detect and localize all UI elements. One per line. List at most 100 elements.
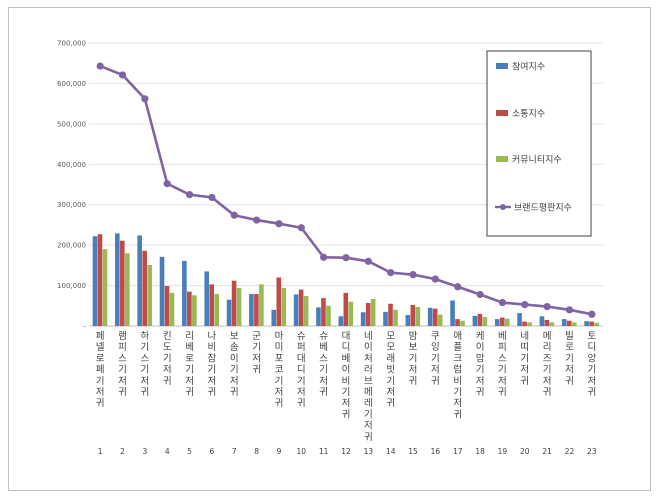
index-label-10: 10 <box>297 447 307 456</box>
legend-label-1: 참여지수 <box>512 61 545 73</box>
bar-s1-c3 <box>137 235 142 326</box>
bar-s3-c4 <box>169 292 175 326</box>
legend-label-2: 소통지수 <box>512 109 545 120</box>
line-point-19 <box>498 298 507 307</box>
bar-s2-c14 <box>388 303 393 326</box>
line-point-8 <box>253 216 261 224</box>
bar-s3-c23 <box>594 322 599 326</box>
index-label-8: 8 <box>254 447 259 456</box>
bar-s1-c13 <box>360 312 366 326</box>
chart-frame: - 100,000 200,000 300,000 400,000 500,000 600,… <box>8 7 651 491</box>
index-label-17: 17 <box>453 447 463 456</box>
bar-s1-c11 <box>316 307 321 326</box>
line-point-9 <box>275 220 283 228</box>
bar-s2-c9 <box>276 277 282 326</box>
legend-swatch-marker-4 <box>500 204 506 210</box>
gridlines <box>89 42 603 327</box>
y-tick-label-5: 500,000 <box>57 120 86 128</box>
bar-s1-c1 <box>92 236 98 326</box>
line-point-13 <box>364 257 372 265</box>
bar-s1-c15 <box>405 315 411 326</box>
y-tick-label-3: 300,000 <box>57 201 86 209</box>
bar-s1-c12 <box>338 316 344 326</box>
index-label-6: 6 <box>210 447 215 456</box>
bar-s3-c14 <box>393 309 398 326</box>
line-point-20 <box>521 300 529 309</box>
bar-s2-c2 <box>120 240 125 326</box>
bar-s1-c6 <box>204 271 210 326</box>
index-label-15: 15 <box>408 447 418 456</box>
bar-s3-c7 <box>236 287 242 326</box>
bars <box>92 233 599 326</box>
index-label-12: 12 <box>341 447 351 456</box>
bar-s2-c13 <box>365 302 371 326</box>
bar-s1-c18 <box>472 315 478 326</box>
line-point-7 <box>230 211 238 219</box>
bar-s3-c2 <box>125 253 130 326</box>
index-label-5: 5 <box>187 447 192 456</box>
bar-s3-c19 <box>504 318 510 326</box>
line-point-3 <box>141 95 149 103</box>
bar-s3-c9 <box>281 287 287 326</box>
bar-s2-c12 <box>343 292 349 326</box>
legend-swatch-3 <box>496 156 508 162</box>
line-point-16 <box>431 275 439 283</box>
legend-label-3: 커뮤니티지수 <box>512 155 562 166</box>
bar-s2-c16 <box>432 308 438 326</box>
bar-s1-c10 <box>293 294 299 326</box>
bar-s3-c15 <box>415 306 421 326</box>
bar-s1-c7 <box>226 299 232 326</box>
y-tick-label-7: 700,000 <box>57 40 86 48</box>
line-point-14 <box>387 269 395 277</box>
line-point-1 <box>96 62 104 70</box>
line-point-11 <box>320 253 328 261</box>
index-label-16: 16 <box>431 447 441 456</box>
y-tick-label-6: 600,000 <box>57 80 86 88</box>
bar-s1-c4 <box>159 256 165 326</box>
index-label-20: 20 <box>520 447 530 456</box>
index-label-2: 2 <box>120 447 125 456</box>
index-label-13: 13 <box>364 447 374 456</box>
bar-s1-c9 <box>271 309 277 326</box>
bar-s2-c3 <box>142 250 147 326</box>
bar-s3-c10 <box>303 296 309 326</box>
bar-s3-c5 <box>192 295 197 326</box>
bar-s2-c11 <box>321 298 326 326</box>
y-tick-label-0: - <box>83 323 86 331</box>
line-point-4 <box>163 180 171 188</box>
bar-s1-c2 <box>115 233 120 326</box>
bar-s3-c16 <box>437 314 443 326</box>
line-point-18 <box>476 290 484 299</box>
bar-s1-c23 <box>584 321 589 326</box>
y-axis: - 100,000 200,000 300,000 400,000 500,000 600,… <box>57 40 86 331</box>
bar-s2-c7 <box>231 280 237 326</box>
bar-s2-c18 <box>477 313 483 326</box>
bar-s3-c18 <box>482 317 488 326</box>
bar-s1-c20 <box>517 313 522 326</box>
index-label-21: 21 <box>542 447 552 456</box>
index-label-23: 23 <box>587 447 597 456</box>
bar-s2-c10 <box>298 289 304 326</box>
bar-s1-c21 <box>539 316 545 326</box>
bar-s3-c12 <box>348 301 354 326</box>
line-point-12 <box>342 254 350 262</box>
bar-s3-c8 <box>259 284 264 326</box>
bar-s1-c17 <box>450 300 455 326</box>
bar-s3-c3 <box>147 264 152 326</box>
